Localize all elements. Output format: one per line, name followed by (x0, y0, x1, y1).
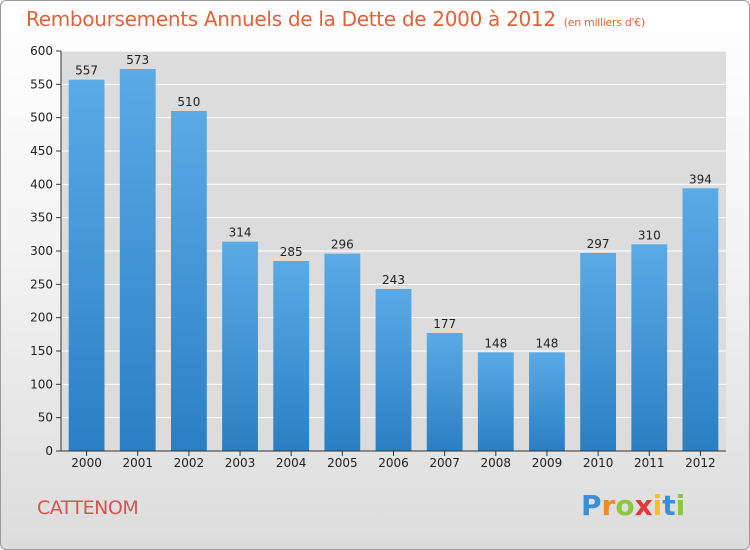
data-label-2012: 394 (689, 172, 712, 186)
data-label-2011: 310 (638, 228, 661, 242)
logo-letter: r (601, 489, 616, 522)
x-tick-label-2012: 2012 (685, 456, 716, 470)
x-tick-label-2005: 2005 (327, 456, 358, 470)
bar-2006 (375, 289, 412, 451)
logo-letter: x (634, 489, 653, 522)
bars: 557 573 510 314 285 296 243 177 148 148 297 310 394 (68, 53, 719, 452)
data-label-2010: 297 (587, 237, 610, 251)
y-tick-label: 450 (30, 144, 53, 158)
y-tick-label: 200 (30, 311, 53, 325)
logo-letter: i (652, 489, 663, 522)
logo-letter: t (662, 489, 676, 522)
data-label-2002: 510 (177, 95, 200, 109)
x-tick-label-2002: 2002 (174, 456, 205, 470)
bar-2004 (273, 261, 310, 451)
bar-2010 (580, 253, 617, 451)
data-label-2005: 296 (331, 238, 354, 252)
commune-name: CATTENOM (37, 497, 139, 519)
bar-2001 (119, 69, 156, 451)
y-tick-label: 500 (30, 111, 53, 125)
data-label-2006: 243 (382, 273, 405, 287)
logo-letter: P (581, 489, 602, 522)
proxiti-logo: Proxiti (581, 489, 685, 522)
bar-2011 (631, 244, 668, 451)
data-label-2003: 314 (229, 226, 252, 240)
bar-2000 (68, 79, 105, 452)
x-tick-label-2000: 2000 (71, 456, 102, 470)
bar-2002 (170, 111, 207, 451)
chart-subtitle: (en milliers d'€) (563, 16, 645, 29)
y-tick-label: 300 (30, 244, 53, 258)
chart-title: Remboursements Annuels de la Dette de 20… (26, 7, 645, 31)
y-tick-label: 250 (30, 277, 53, 291)
y-tick-label: 600 (30, 44, 53, 58)
bar-2008 (477, 352, 514, 451)
data-label-2001: 573 (126, 53, 149, 67)
y-tick-label: 50 (38, 411, 53, 425)
y-tick-label: 100 (30, 377, 53, 391)
bar-2003 (222, 241, 258, 451)
x-tick-label-2001: 2001 (122, 456, 153, 470)
x-tick-label-2006: 2006 (378, 456, 409, 470)
x-tick-label-2004: 2004 (276, 456, 307, 470)
y-tick-label: 400 (30, 177, 53, 191)
x-tick-label-2007: 2007 (429, 456, 460, 470)
bar-2007 (426, 333, 463, 451)
logo-letter: o (615, 489, 635, 522)
x-tick-label-2009: 2009 (532, 456, 563, 470)
y-tick-label: 550 (30, 77, 53, 91)
y-tick-label: 350 (30, 211, 53, 225)
data-label-2007: 177 (433, 317, 456, 331)
data-label-2000: 557 (75, 64, 98, 78)
data-label-2008: 148 (484, 336, 507, 350)
x-tick-label-2010: 2010 (583, 456, 614, 470)
y-tick-label: 0 (45, 444, 53, 458)
x-axis: 2000 2001 2002 2003 2004 2005 2006 2007 2008 2009… (61, 450, 726, 470)
x-tick-label-2003: 2003 (225, 456, 256, 470)
bar-2005 (324, 253, 361, 451)
y-tick-label: 150 (30, 344, 53, 358)
bar-2012 (682, 188, 719, 452)
x-tick-label-2008: 2008 (481, 456, 512, 470)
bar-2009 (529, 352, 565, 451)
data-label-2009: 148 (536, 336, 559, 350)
logo-letter: i (675, 489, 686, 522)
y-axis: 0 50 100 150 200 250 300 350 400 450 500 550 600 (30, 44, 62, 458)
x-tick-label-2011: 2011 (634, 456, 665, 470)
data-label-2004: 285 (280, 245, 303, 259)
